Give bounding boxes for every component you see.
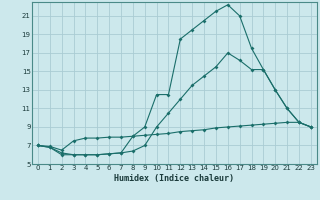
X-axis label: Humidex (Indice chaleur): Humidex (Indice chaleur) bbox=[115, 174, 234, 183]
